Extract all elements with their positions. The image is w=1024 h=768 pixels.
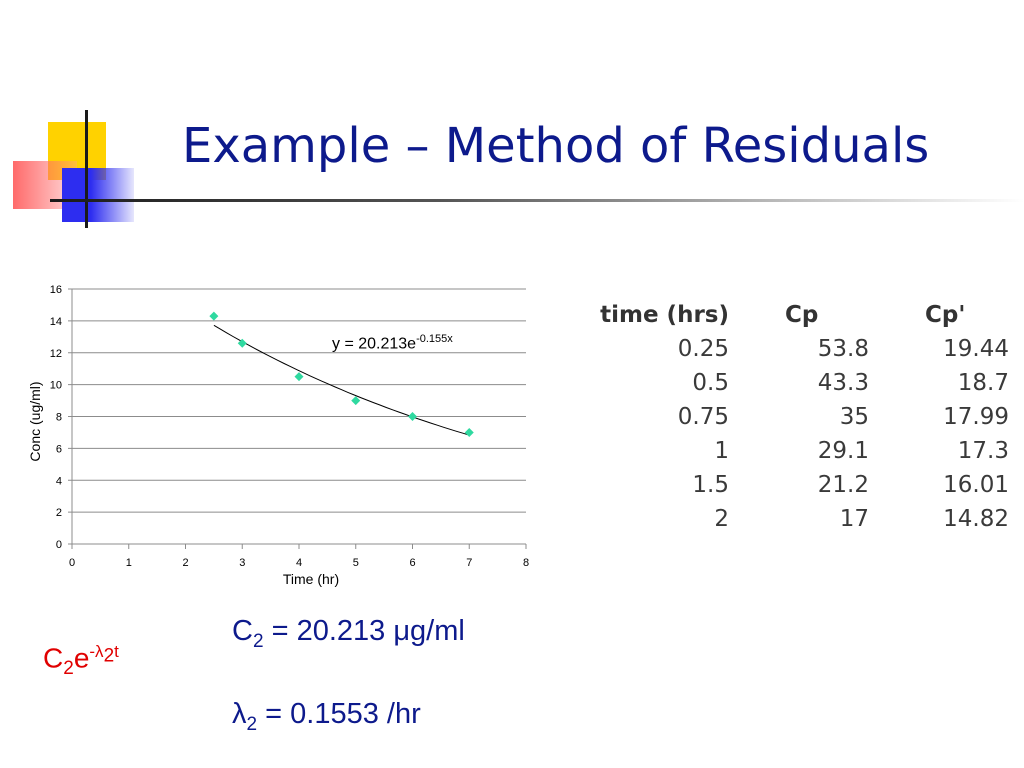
table-row: 2 17 14.82 [592, 502, 1009, 536]
table-cell: 1.5 [692, 472, 729, 498]
table-cell: 0.75 [677, 404, 729, 430]
data-point [209, 311, 219, 321]
formula-base-subscript: 2 [63, 657, 74, 679]
y-tick-label: 10 [50, 380, 62, 392]
table-cell: 43.3 [817, 370, 869, 396]
table-header-cp: Cp [785, 302, 819, 328]
result-lambda2-value: = 0.1553 /hr [257, 698, 421, 730]
x-tick-label: 3 [239, 557, 245, 569]
result-lambda2-subscript: 2 [246, 713, 258, 735]
table-cell: 18.7 [957, 370, 1009, 396]
table-cell: 35 [839, 404, 869, 430]
table-row: 0.25 53.8 19.44 [592, 332, 1009, 366]
formula-base: C [43, 642, 64, 674]
x-tick-label: 4 [296, 557, 302, 569]
table-cell: 2 [714, 506, 729, 532]
trendline [213, 324, 470, 436]
trendline-equation-base: y = 20.213e [332, 335, 417, 353]
y-tick-label: 8 [56, 412, 62, 424]
table-header-time: time (hrs) [600, 302, 729, 328]
data-point [237, 338, 247, 348]
table-row: 0.5 43.3 18.7 [592, 366, 1009, 400]
formula-exponent-subscript: 2 [103, 645, 115, 667]
table-row: 0.75 35 17.99 [592, 400, 1009, 434]
title-underline-rule [50, 199, 1024, 202]
y-tick-label: 16 [50, 284, 62, 296]
result-lambda2-symbol: λ [232, 698, 247, 730]
data-point [294, 372, 304, 382]
y-tick-label: 6 [56, 443, 62, 455]
model-formula: C2e-λ2t [43, 642, 119, 680]
x-tick-label: 0 [69, 557, 75, 569]
result-c2-subscript: 2 [252, 630, 264, 652]
chart-points [209, 311, 474, 437]
vertical-rule-decoration [85, 110, 88, 228]
formula-exponent-prefix: -λ [89, 642, 104, 661]
chart-gridlines [72, 288, 526, 545]
y-axis-title: Conc (ug/ml) [27, 381, 43, 461]
blue-square-decoration [62, 168, 134, 222]
data-point [464, 427, 474, 437]
table-cell: 17.3 [957, 438, 1009, 464]
result-c2-symbol: C [232, 615, 253, 647]
table-header-cp-prime: Cp' [925, 302, 966, 328]
result-lambda2: λ2 = 0.1553 /hr [232, 698, 421, 736]
formula-exponent-suffix: t [114, 642, 119, 661]
data-point [351, 396, 361, 406]
data-point [408, 412, 417, 421]
x-tick-label: 1 [126, 557, 132, 569]
trendline-equation: y = 20.213e-0.155x [332, 333, 453, 353]
table-cell: 21.2 [817, 472, 869, 498]
x-axis-title: Time (hr) [283, 571, 339, 587]
chart-axes [68, 288, 527, 549]
formula-exp-base: e [73, 642, 90, 674]
y-tick-label: 12 [50, 348, 62, 360]
table-cell: 17 [839, 506, 869, 532]
y-tick-label: 0 [56, 539, 62, 551]
table-cell: 53.8 [817, 336, 869, 362]
y-tick-label: 4 [56, 475, 62, 487]
concentration-table: time (hrs) Cp Cp' 0.25 53.8 19.44 0.5 43.3 1… [592, 298, 1009, 536]
slide-title: Example – Method of Residuals [182, 118, 930, 174]
y-tick-label: 14 [50, 316, 62, 328]
x-tick-label: 7 [466, 557, 472, 569]
table-header-row: time (hrs) Cp Cp' [592, 298, 1009, 332]
y-tick-label: 2 [56, 507, 62, 519]
formula-exponent: -λ2t [89, 642, 119, 666]
table-cell: 19.44 [943, 336, 1009, 362]
table-cell: 29.1 [817, 438, 869, 464]
result-c2-value: = 20.213 μg/ml [263, 615, 465, 647]
trendline-equation-exponent: -0.155x [416, 333, 453, 345]
table-cell: 1 [714, 438, 729, 464]
table-cell: 16.01 [943, 472, 1009, 498]
result-c2: C2 = 20.213 μg/ml [232, 615, 465, 653]
table-cell: 14.82 [943, 506, 1009, 532]
table-cell: 0.25 [677, 336, 729, 362]
x-tick-label: 8 [523, 557, 529, 569]
table-cell: 17.99 [943, 404, 1009, 430]
x-tick-label: 5 [353, 557, 359, 569]
x-tick-label: 2 [182, 557, 188, 569]
table-row: 1.5 21.2 16.01 [592, 468, 1009, 502]
table-cell: 0.5 [692, 370, 729, 396]
table-row: 1 29.1 17.3 [592, 434, 1009, 468]
x-tick-label: 6 [409, 557, 415, 569]
